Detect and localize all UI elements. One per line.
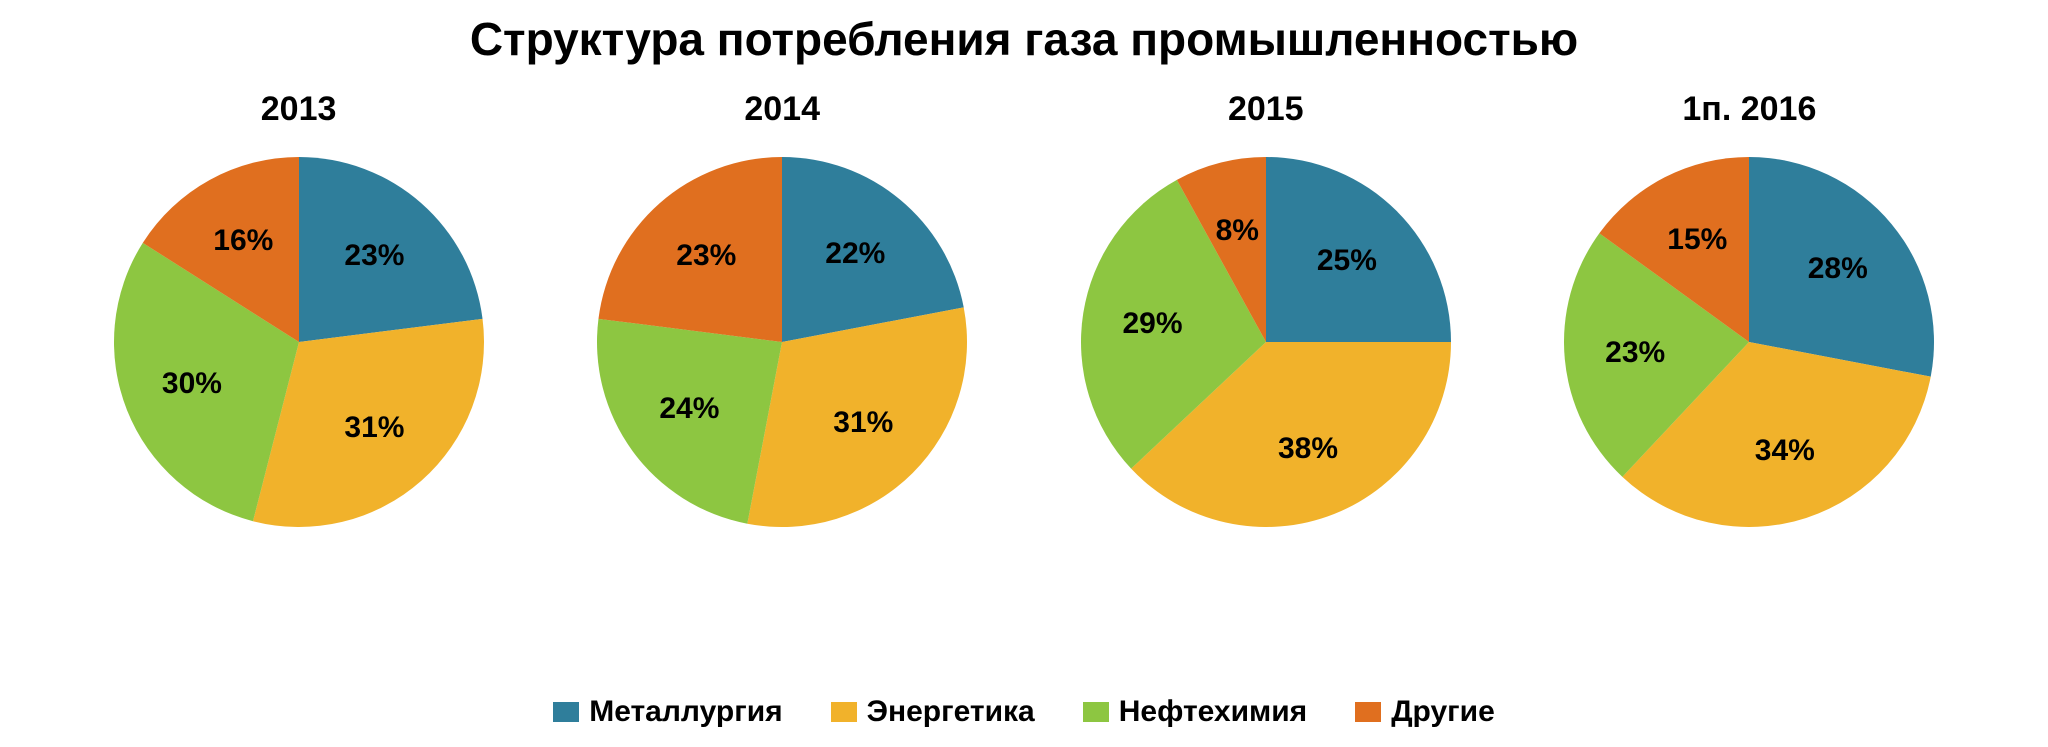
pie-slice-label: 25% <box>1317 244 1377 278</box>
legend-label: Металлургия <box>589 695 782 729</box>
pie-chart <box>597 157 967 527</box>
pie-title: 2013 <box>261 90 337 129</box>
chart-root: Структура потребления газа промышленност… <box>0 0 2048 747</box>
pie-slice-label: 34% <box>1755 434 1815 468</box>
legend-swatch <box>553 702 579 722</box>
legend-item-metallurgy: Металлургия <box>553 695 782 729</box>
page-title: Структура потребления газа промышленност… <box>0 14 2048 65</box>
pie-title: 2015 <box>1228 90 1304 129</box>
pie-title: 1п. 2016 <box>1682 90 1816 129</box>
pie-slice-label: 31% <box>833 406 893 440</box>
legend-label: Нефтехимия <box>1119 695 1307 729</box>
pie-slice-label: 15% <box>1667 223 1727 257</box>
pie-slice-label: 30% <box>162 367 222 401</box>
legend-label: Другие <box>1391 695 1495 729</box>
pie-slice-label: 29% <box>1122 307 1182 341</box>
pie-cell: 2013 23% 31% 30% 16% <box>114 90 484 527</box>
legend-swatch <box>1355 702 1381 722</box>
legend-swatch <box>831 702 857 722</box>
pie-chart <box>114 157 484 527</box>
legend-swatch <box>1083 702 1109 722</box>
pie-slice-label: 23% <box>344 239 404 273</box>
pie-wrap: 23% 31% 30% 16% <box>114 157 484 527</box>
pie-title: 2014 <box>744 90 820 129</box>
pie-wrap: 28% 34% 23% 15% <box>1564 157 1934 527</box>
legend-label: Энергетика <box>867 695 1035 729</box>
pie-cell: 2014 22% 31% 24% 23% <box>597 90 967 527</box>
legend-item-energy: Энергетика <box>831 695 1035 729</box>
pie-cell: 1п. 2016 28% 34% 23% 15% <box>1564 90 1934 527</box>
legend: Металлургия Энергетика Нефтехимия Другие <box>0 695 2048 729</box>
legend-item-petrochem: Нефтехимия <box>1083 695 1307 729</box>
pie-slice-label: 16% <box>213 224 273 258</box>
pie-slice-label: 8% <box>1216 214 1259 248</box>
pie-slice-label: 24% <box>659 392 719 426</box>
pie-cell: 2015 25% 38% 29% 8% <box>1081 90 1451 527</box>
legend-item-other: Другие <box>1355 695 1495 729</box>
pie-slice-label: 23% <box>676 239 736 273</box>
pie-slice-label: 22% <box>825 237 885 271</box>
pies-row: 2013 23% 31% 30% 16% 2014 22% 31% 24% 23% 2015 25% 3… <box>0 90 2048 527</box>
pie-wrap: 22% 31% 24% 23% <box>597 157 967 527</box>
pie-slice-label: 23% <box>1605 336 1665 370</box>
pie-slice-label: 38% <box>1278 432 1338 466</box>
pie-chart <box>1081 157 1451 527</box>
pie-wrap: 25% 38% 29% 8% <box>1081 157 1451 527</box>
pie-slice-label: 28% <box>1808 252 1868 286</box>
pie-slice-label: 31% <box>344 411 404 445</box>
